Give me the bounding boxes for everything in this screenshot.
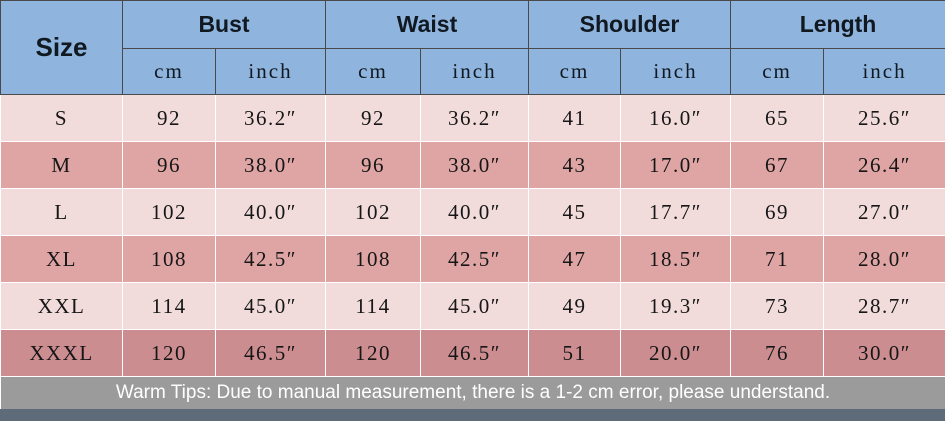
size-chart-table: Size Bust Waist Shoulder Length cm inch … bbox=[0, 0, 945, 409]
unit-header-inch: inch bbox=[824, 49, 945, 95]
column-group-length: Length bbox=[731, 1, 945, 49]
value-cell: 51 bbox=[529, 330, 621, 377]
value-cell: 92 bbox=[123, 95, 216, 142]
unit-header-inch: inch bbox=[421, 49, 529, 95]
value-cell: 30.0″ bbox=[824, 330, 945, 377]
value-cell: 26.4″ bbox=[824, 142, 945, 189]
value-cell: 69 bbox=[731, 189, 824, 236]
value-cell: 108 bbox=[326, 236, 421, 283]
table-row-xxxl: XXXL 120 46.5″ 120 46.5″ 51 20.0″ 76 30.… bbox=[1, 330, 945, 377]
value-cell: 71 bbox=[731, 236, 824, 283]
value-cell: 45 bbox=[529, 189, 621, 236]
bottom-bar bbox=[0, 409, 945, 421]
value-cell: 41 bbox=[529, 95, 621, 142]
unit-header-cm: cm bbox=[529, 49, 621, 95]
value-cell: 28.0″ bbox=[824, 236, 945, 283]
value-cell: 73 bbox=[731, 283, 824, 330]
size-column-header: Size bbox=[1, 1, 123, 95]
value-cell: 120 bbox=[123, 330, 216, 377]
column-group-waist: Waist bbox=[326, 1, 529, 49]
value-cell: 18.5″ bbox=[621, 236, 731, 283]
value-cell: 45.0″ bbox=[421, 283, 529, 330]
warm-tips-note: Warm Tips: Due to manual measurement, th… bbox=[1, 377, 945, 409]
table-row-l: L 102 40.0″ 102 40.0″ 45 17.7″ 69 27.0″ bbox=[1, 189, 945, 236]
value-cell: 25.6″ bbox=[824, 95, 945, 142]
value-cell: 114 bbox=[326, 283, 421, 330]
value-cell: 96 bbox=[123, 142, 216, 189]
value-cell: 46.5″ bbox=[421, 330, 529, 377]
value-cell: 46.5″ bbox=[216, 330, 326, 377]
value-cell: 108 bbox=[123, 236, 216, 283]
table-row-xl: XL 108 42.5″ 108 42.5″ 47 18.5″ 71 28.0″ bbox=[1, 236, 945, 283]
value-cell: 28.7″ bbox=[824, 283, 945, 330]
table-row-m: M 96 38.0″ 96 38.0″ 43 17.0″ 67 26.4″ bbox=[1, 142, 945, 189]
value-cell: 76 bbox=[731, 330, 824, 377]
size-cell: XXL bbox=[1, 283, 123, 330]
value-cell: 65 bbox=[731, 95, 824, 142]
footer-row: Warm Tips: Due to manual measurement, th… bbox=[1, 377, 945, 409]
size-cell: S bbox=[1, 95, 123, 142]
value-cell: 47 bbox=[529, 236, 621, 283]
value-cell: 19.3″ bbox=[621, 283, 731, 330]
column-group-shoulder: Shoulder bbox=[529, 1, 731, 49]
value-cell: 27.0″ bbox=[824, 189, 945, 236]
unit-header-inch: inch bbox=[216, 49, 326, 95]
value-cell: 67 bbox=[731, 142, 824, 189]
value-cell: 114 bbox=[123, 283, 216, 330]
size-cell: L bbox=[1, 189, 123, 236]
value-cell: 92 bbox=[326, 95, 421, 142]
table-row-s: S 92 36.2″ 92 36.2″ 41 16.0″ 65 25.6″ bbox=[1, 95, 945, 142]
unit-header-inch: inch bbox=[621, 49, 731, 95]
value-cell: 36.2″ bbox=[216, 95, 326, 142]
value-cell: 102 bbox=[326, 189, 421, 236]
value-cell: 42.5″ bbox=[421, 236, 529, 283]
column-group-bust: Bust bbox=[123, 1, 326, 49]
value-cell: 45.0″ bbox=[216, 283, 326, 330]
value-cell: 43 bbox=[529, 142, 621, 189]
value-cell: 36.2″ bbox=[421, 95, 529, 142]
size-cell: M bbox=[1, 142, 123, 189]
value-cell: 38.0″ bbox=[216, 142, 326, 189]
size-cell: XXXL bbox=[1, 330, 123, 377]
value-cell: 120 bbox=[326, 330, 421, 377]
value-cell: 17.0″ bbox=[621, 142, 731, 189]
unit-header-cm: cm bbox=[326, 49, 421, 95]
value-cell: 17.7″ bbox=[621, 189, 731, 236]
value-cell: 42.5″ bbox=[216, 236, 326, 283]
table-row-xxl: XXL 114 45.0″ 114 45.0″ 49 19.3″ 73 28.7… bbox=[1, 283, 945, 330]
unit-header-cm: cm bbox=[731, 49, 824, 95]
value-cell: 102 bbox=[123, 189, 216, 236]
unit-header-cm: cm bbox=[123, 49, 216, 95]
value-cell: 16.0″ bbox=[621, 95, 731, 142]
value-cell: 40.0″ bbox=[216, 189, 326, 236]
header-group-row: Size Bust Waist Shoulder Length bbox=[1, 1, 945, 49]
value-cell: 49 bbox=[529, 283, 621, 330]
value-cell: 40.0″ bbox=[421, 189, 529, 236]
value-cell: 96 bbox=[326, 142, 421, 189]
value-cell: 20.0″ bbox=[621, 330, 731, 377]
header-units-row: cm inch cm inch cm inch cm inch bbox=[1, 49, 945, 95]
size-cell: XL bbox=[1, 236, 123, 283]
value-cell: 38.0″ bbox=[421, 142, 529, 189]
